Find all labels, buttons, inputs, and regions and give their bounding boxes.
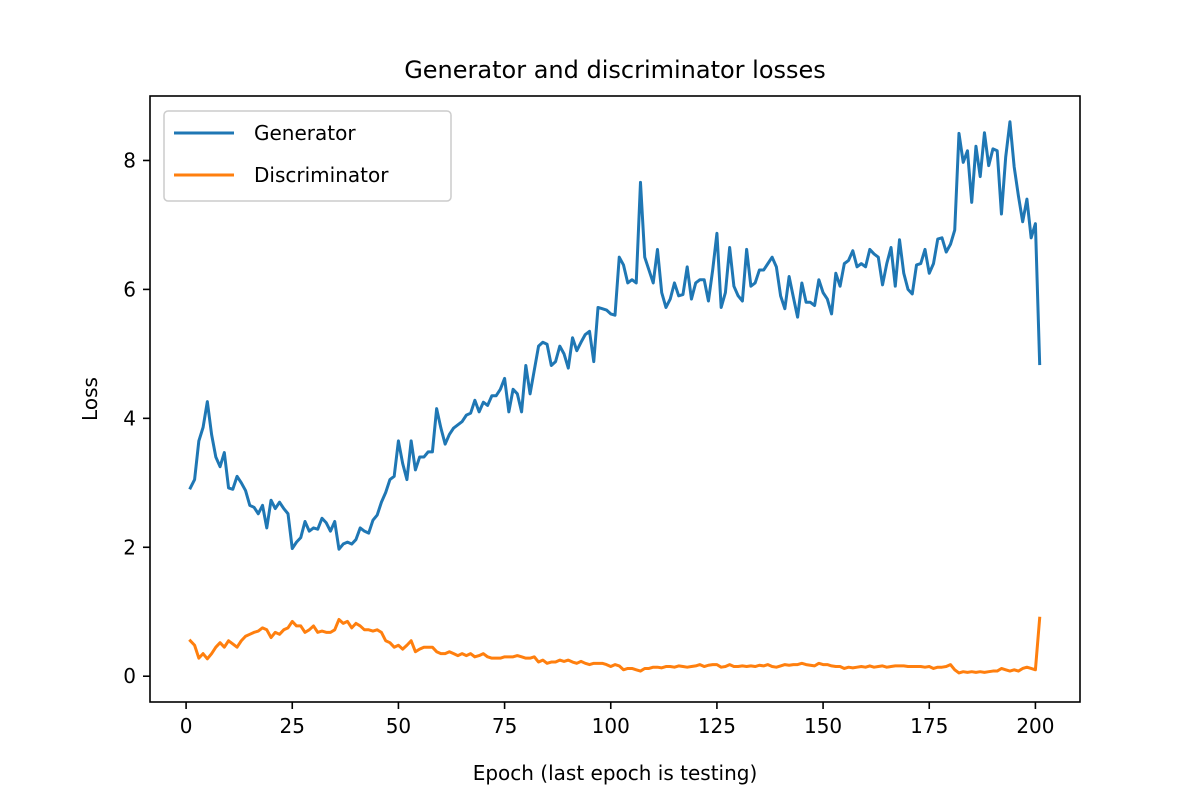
x-axis-ticks: 0 25 50 75 100 125 150 175 200 xyxy=(180,702,1055,738)
y-axis-label: Loss xyxy=(78,377,102,421)
y-tick-label: 4 xyxy=(123,406,136,430)
x-tick-label: 175 xyxy=(910,714,948,738)
series-layer xyxy=(188,120,1042,675)
x-tick-label: 150 xyxy=(804,714,842,738)
legend-label-discriminator: Discriminator xyxy=(254,163,389,187)
series-line-discriminator xyxy=(188,616,1042,675)
x-tick-label: 75 xyxy=(492,714,517,738)
y-tick-label: 6 xyxy=(123,277,136,301)
x-axis-label: Epoch (last epoch is testing) xyxy=(473,761,758,785)
x-tick-label: 200 xyxy=(1016,714,1054,738)
legend-box xyxy=(163,110,452,202)
y-tick-label: 0 xyxy=(123,664,136,688)
x-tick-label: 125 xyxy=(698,714,736,738)
x-tick-label: 0 xyxy=(180,714,193,738)
chart-title: Generator and discriminator losses xyxy=(404,56,826,84)
plot-frame xyxy=(149,95,1081,703)
x-tick-label: 100 xyxy=(592,714,630,738)
legend: Generator Discriminator xyxy=(163,110,452,202)
y-axis-ticks: 0 2 4 6 8 xyxy=(123,148,150,688)
legend-label-generator: Generator xyxy=(254,121,356,145)
y-tick-label: 8 xyxy=(123,148,136,172)
x-tick-label: 50 xyxy=(386,714,411,738)
series-line-generator xyxy=(188,120,1042,551)
y-tick-label: 2 xyxy=(123,535,136,559)
x-tick-label: 25 xyxy=(280,714,305,738)
